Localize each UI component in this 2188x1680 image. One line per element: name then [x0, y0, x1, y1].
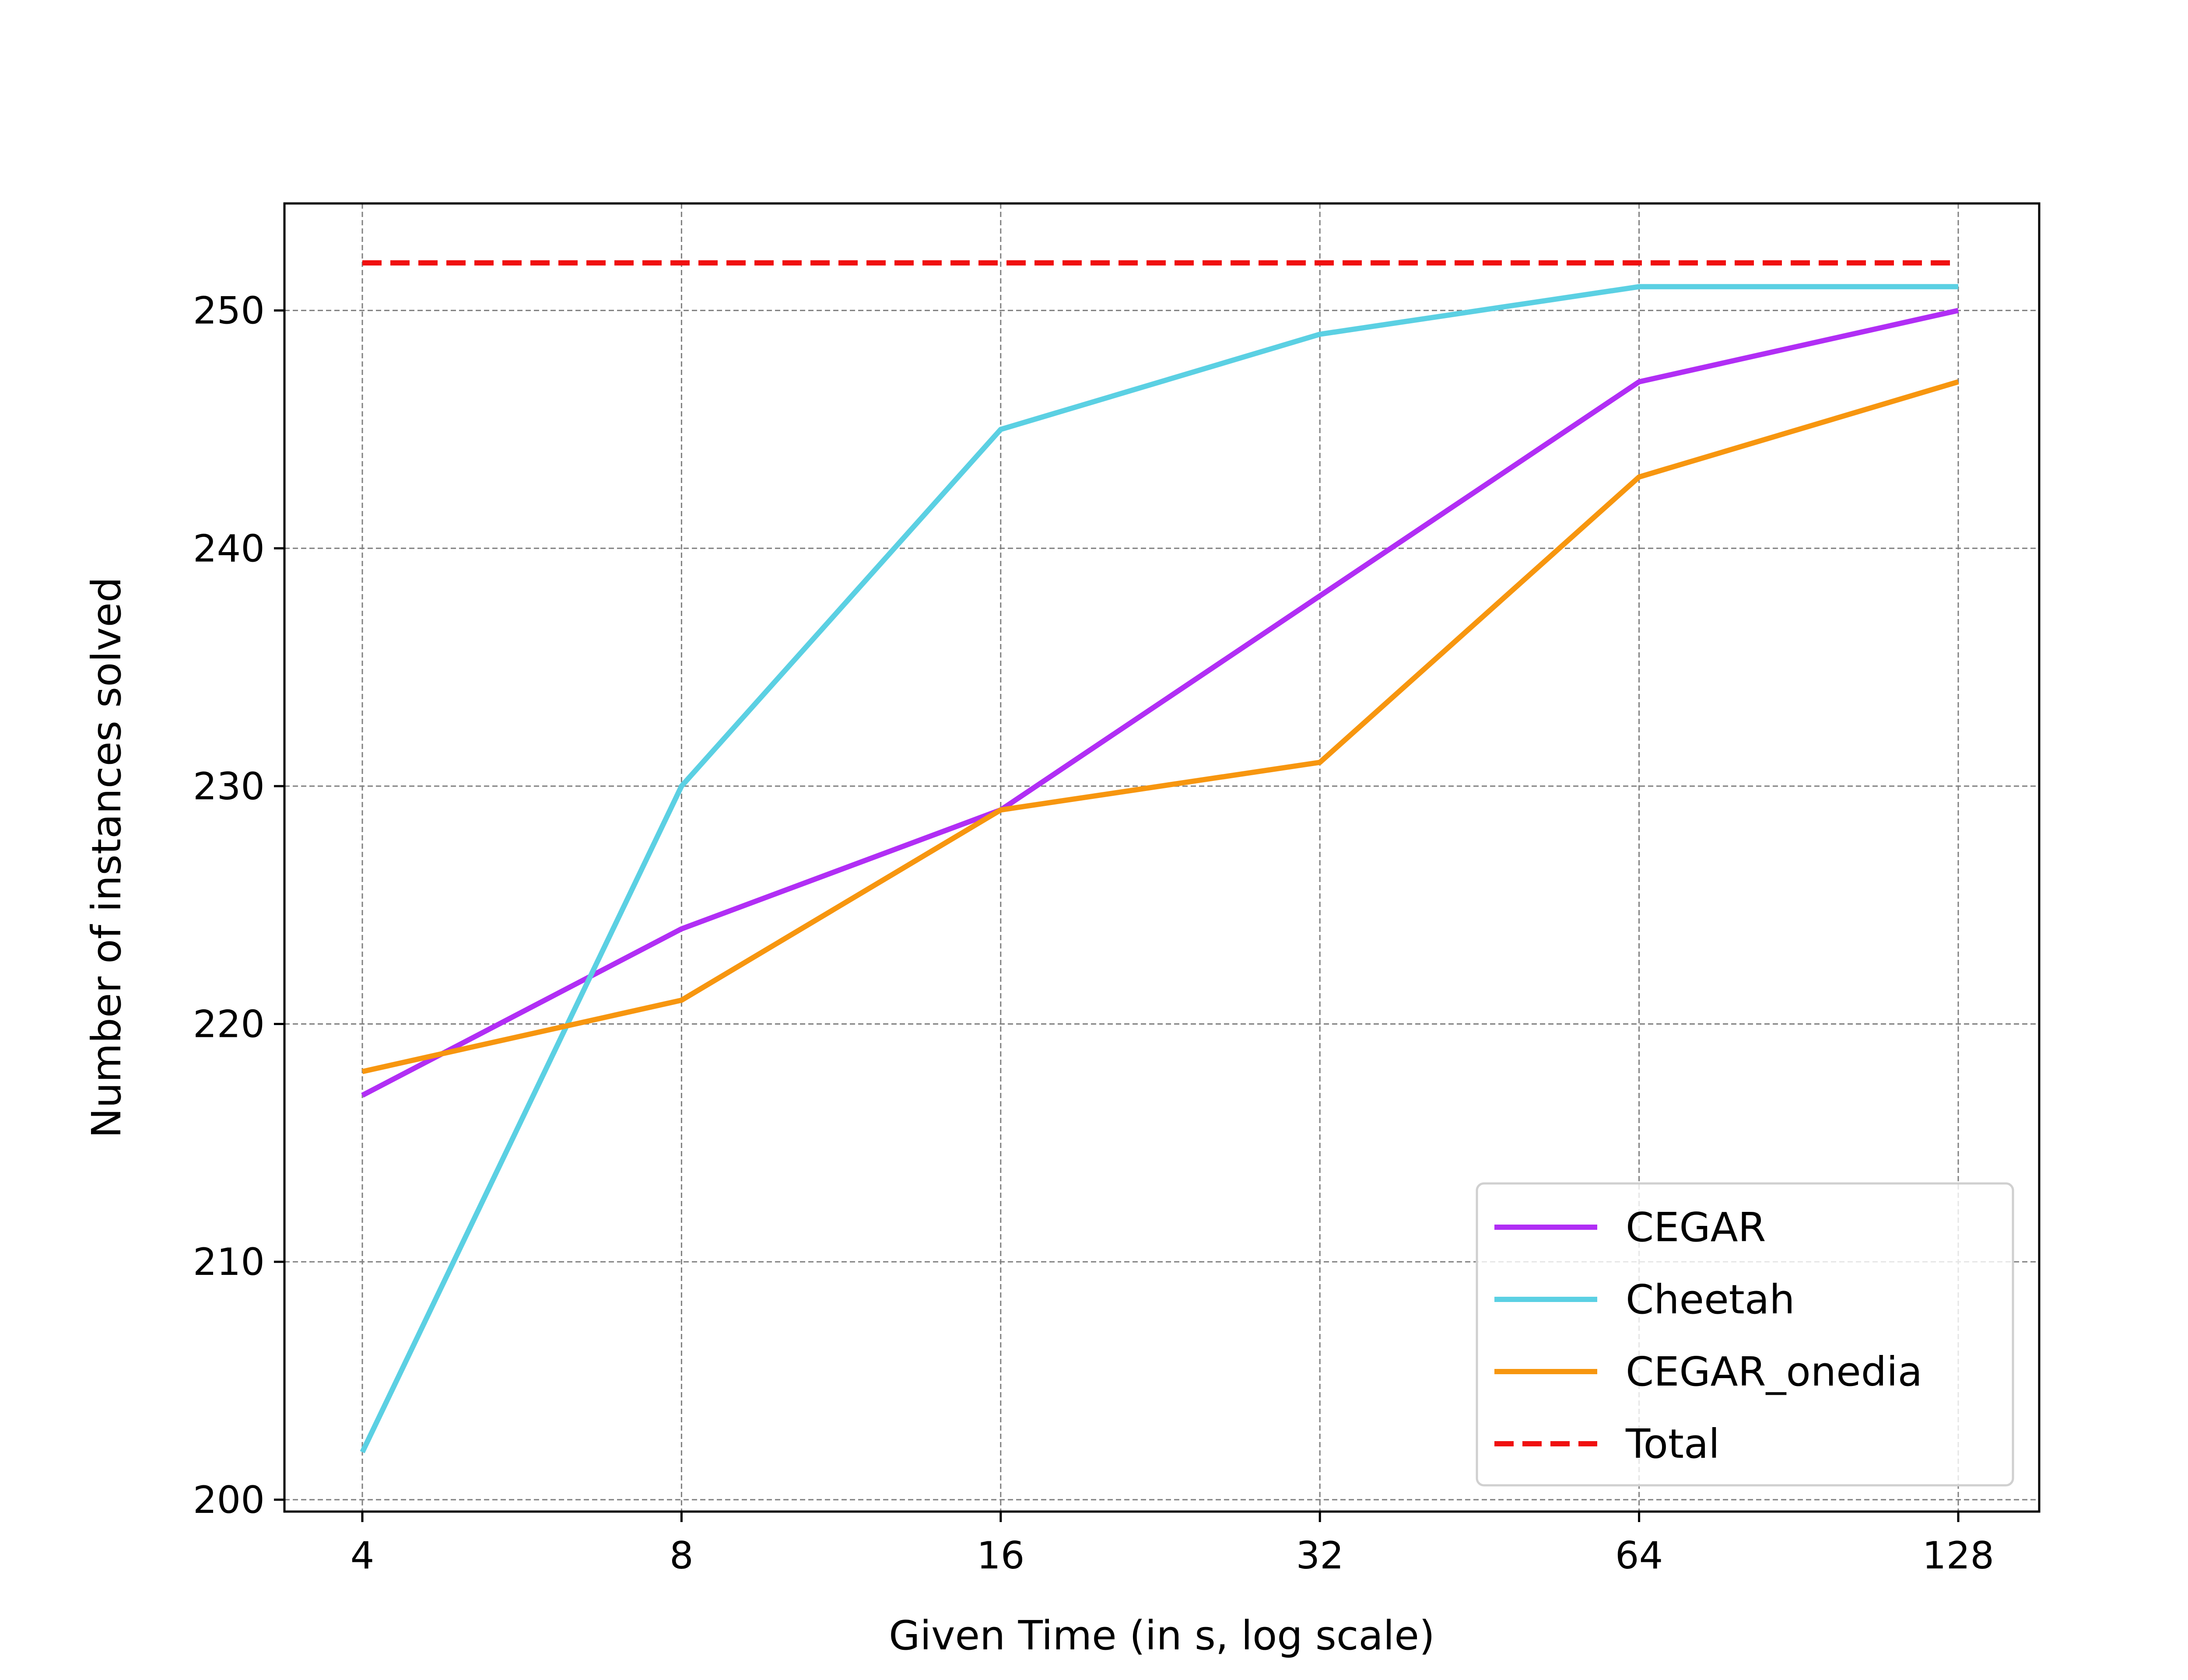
y-axis: 200 210 220 230 240 250: [193, 289, 284, 1522]
y-axis-label: Number of instances solved: [83, 577, 130, 1138]
x-axis: 4 8 16 32 64 128: [351, 1512, 1994, 1578]
y-tick-label: 200: [193, 1478, 265, 1522]
series-lines: [360, 260, 1959, 1453]
series-line-cheetah: [360, 284, 1958, 1453]
x-tick-label: 64: [1615, 1534, 1663, 1578]
legend-label: CEGAR_onedia: [1626, 1348, 1922, 1395]
plot-frame: [283, 202, 2041, 1513]
x-tick-label: 4: [351, 1534, 375, 1578]
series-line-cegar-onedia: [361, 379, 1959, 1074]
y-tick-label: 240: [193, 527, 265, 570]
legend-label: Total: [1625, 1421, 1720, 1467]
x-tick-label: 16: [977, 1534, 1024, 1578]
y-tick-label: 220: [193, 1003, 265, 1046]
series-line-cegar: [361, 308, 1959, 1098]
legend-box: [1476, 1182, 2014, 1487]
legend-label: Cheetah: [1626, 1276, 1795, 1323]
y-tick-label: 210: [193, 1240, 265, 1284]
y-tick-label: 230: [193, 765, 265, 808]
x-tick-label: 32: [1296, 1534, 1343, 1578]
x-axis-label: Given Time (in s, log scale): [889, 1612, 1435, 1659]
x-tick-label: 8: [670, 1534, 694, 1578]
legend-label: CEGAR: [1626, 1204, 1766, 1251]
legend: CEGAR Cheetah CEGAR_onedia Total: [1476, 1182, 2014, 1487]
x-tick-label: 128: [1922, 1534, 1994, 1578]
y-tick-label: 250: [193, 289, 265, 333]
